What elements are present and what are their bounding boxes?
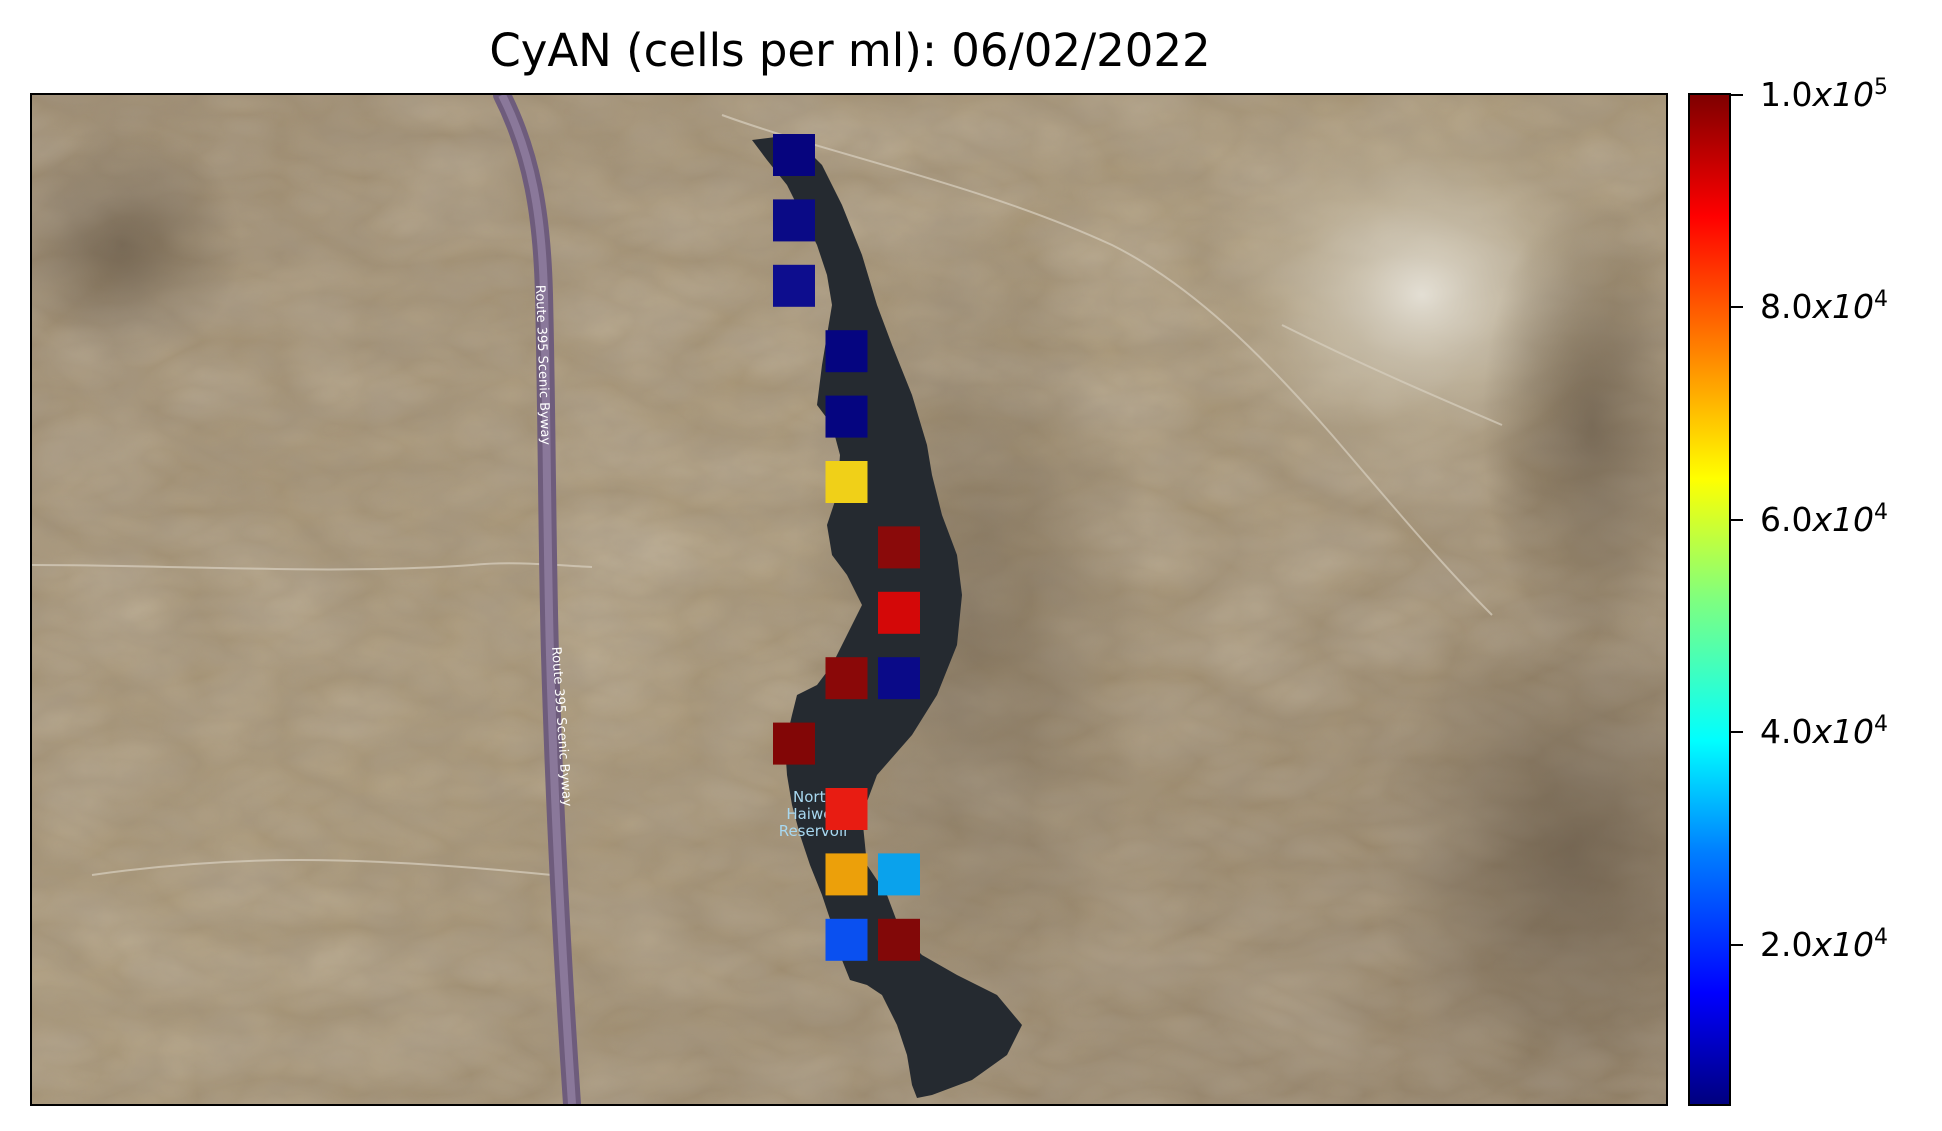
colorbar-tick bbox=[1731, 306, 1743, 309]
colorbar-tick bbox=[1731, 731, 1743, 734]
sample-cell bbox=[825, 657, 868, 700]
satellite-basemap: Route 395 Scenic Byway Route 395 Scenic … bbox=[32, 95, 1666, 1104]
sample-cell bbox=[825, 918, 868, 961]
sample-cell bbox=[773, 722, 815, 765]
tick-mantissa: 8.0 bbox=[1760, 287, 1813, 327]
sample-cell bbox=[773, 199, 815, 242]
sample-cell bbox=[878, 591, 920, 634]
colorbar-tick-label: 6.0x104 bbox=[1760, 500, 1888, 540]
sample-cell bbox=[825, 853, 868, 896]
sample-cell bbox=[878, 526, 920, 569]
sample-cell bbox=[878, 657, 920, 700]
reservoir-label-line-1: North bbox=[793, 788, 835, 806]
tick-multiplier: x10 bbox=[1812, 499, 1875, 539]
cyan-sample-cells bbox=[773, 134, 920, 961]
map-panel[interactable]: Route 395 Scenic Byway Route 395 Scenic … bbox=[30, 93, 1668, 1106]
tick-multiplier: x10 bbox=[1812, 287, 1875, 327]
tick-mantissa: 2.0 bbox=[1760, 924, 1813, 964]
sample-cell bbox=[878, 918, 920, 961]
tick-mantissa: 4.0 bbox=[1760, 712, 1813, 752]
tick-exponent: 4 bbox=[1874, 712, 1889, 738]
sample-cell bbox=[825, 330, 868, 373]
colorbar-tick bbox=[1731, 518, 1743, 521]
tick-exponent: 5 bbox=[1874, 75, 1889, 100]
colorbar-tick-label: 2.0x104 bbox=[1760, 925, 1888, 965]
tick-exponent: 4 bbox=[1874, 924, 1889, 950]
sample-cell bbox=[878, 853, 920, 896]
colorbar bbox=[1688, 93, 1731, 1106]
tick-exponent: 4 bbox=[1874, 287, 1889, 313]
colorbar-tick-label: 8.0x104 bbox=[1760, 287, 1888, 327]
tick-mantissa: 6.0 bbox=[1760, 499, 1813, 539]
colorbar-tick bbox=[1731, 94, 1743, 96]
tick-exponent: 4 bbox=[1874, 499, 1889, 525]
sample-cell bbox=[825, 461, 868, 503]
sample-cell bbox=[825, 788, 868, 830]
sample-cell bbox=[773, 264, 815, 307]
colorbar-tick bbox=[1731, 943, 1743, 946]
tick-multiplier: x10 bbox=[1812, 75, 1875, 114]
tick-mantissa: 1.0 bbox=[1760, 75, 1813, 114]
tick-multiplier: x10 bbox=[1812, 712, 1875, 752]
sample-cell bbox=[825, 395, 868, 438]
sample-cell bbox=[773, 134, 815, 176]
colorbar-tick-label: 1.0x105 bbox=[1760, 75, 1888, 115]
tick-multiplier: x10 bbox=[1812, 924, 1875, 964]
map-title: CyAN (cells per ml): 06/02/2022 bbox=[489, 24, 1211, 77]
colorbar-tick-label: 4.0x104 bbox=[1760, 712, 1888, 752]
road-label-upper: Route 395 Scenic Byway bbox=[532, 285, 553, 446]
